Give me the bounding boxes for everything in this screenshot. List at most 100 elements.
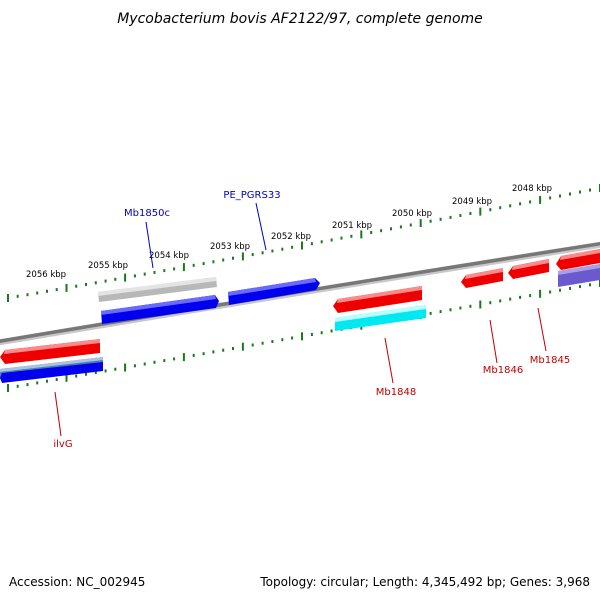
- minor-tick: [429, 311, 432, 315]
- minor-tick: [192, 263, 195, 267]
- minor-tick: [192, 353, 195, 357]
- minor-tick: [569, 192, 571, 196]
- minor-tick: [75, 284, 78, 288]
- minor-tick: [449, 215, 452, 219]
- major-tick: [7, 294, 9, 302]
- minor-tick: [133, 274, 136, 278]
- inner-tick-ring: [7, 279, 600, 392]
- minor-tick: [469, 212, 472, 215]
- minor-tick: [202, 352, 205, 356]
- minor-tick: [519, 202, 522, 206]
- minor-tick: [173, 357, 176, 361]
- major-tick: [124, 363, 127, 372]
- gene-arrow-slate-highlight: [558, 264, 600, 275]
- minor-tick: [310, 333, 313, 336]
- minor-tick: [519, 295, 522, 299]
- minor-tick: [104, 279, 107, 283]
- major-tick: [360, 230, 363, 239]
- minor-tick: [499, 299, 502, 303]
- kbp-label: 2056 kbp: [26, 270, 66, 280]
- leader-mb1848: [384, 337, 394, 384]
- major-tick: [539, 195, 542, 204]
- minor-tick: [439, 310, 442, 314]
- leader-mb1850c: [145, 221, 154, 269]
- major-tick: [241, 342, 244, 351]
- major-tick: [479, 300, 482, 309]
- kbp-label: 2053 kbp: [210, 242, 250, 252]
- minor-tick: [85, 283, 87, 286]
- minor-tick: [222, 258, 225, 262]
- kbp-label: 2048 kbp: [512, 184, 552, 194]
- gene-label-mb1845[interactable]: Mb1845: [530, 355, 570, 366]
- minor-tick: [104, 369, 107, 373]
- minor-tick: [261, 251, 264, 255]
- minor-tick: [163, 269, 166, 273]
- minor-tick: [26, 383, 29, 387]
- minor-tick: [320, 240, 323, 244]
- major-tick: [182, 263, 185, 272]
- minor-tick: [46, 289, 48, 293]
- major-tick: [539, 289, 542, 298]
- minor-tick: [251, 343, 254, 347]
- outer-tick-ring: [7, 184, 600, 302]
- minor-tick: [380, 229, 383, 233]
- major-tick: [182, 353, 185, 362]
- major-tick: [65, 373, 68, 382]
- minor-tick: [16, 384, 19, 388]
- major-tick: [301, 332, 303, 341]
- minor-tick: [94, 281, 97, 285]
- minor-tick: [55, 288, 58, 292]
- gene-arrow-steel-highlight: [0, 357, 103, 372]
- gene-arrow-blue-highlight: [228, 278, 316, 296]
- leader-mb1845: [537, 307, 547, 352]
- minor-tick: [143, 362, 146, 366]
- kbp-label: 2055 kbp: [88, 261, 128, 271]
- gene-arrow-ilvg[interactable]: [0, 362, 103, 383]
- gene-label-mb1850c[interactable]: Mb1850c: [124, 208, 170, 219]
- minor-tick: [16, 294, 19, 298]
- gene-label-pe-pgrs33[interactable]: PE_PGRS33: [223, 190, 280, 201]
- minor-tick: [350, 234, 353, 238]
- major-tick: [65, 283, 68, 292]
- major-tick: [124, 273, 127, 282]
- minor-tick: [589, 283, 591, 287]
- minor-tick: [459, 214, 462, 217]
- map-title: Mycobacterium bovis AF2122/97, complete …: [117, 11, 483, 27]
- minor-tick: [569, 286, 571, 290]
- major-tick: [241, 252, 244, 261]
- gene-label-ilvg[interactable]: ilvG: [53, 439, 72, 450]
- minor-tick: [94, 371, 97, 375]
- minor-tick: [469, 304, 472, 308]
- minor-tick: [26, 293, 29, 297]
- minor-tick: [173, 267, 176, 271]
- minor-tick: [340, 236, 343, 240]
- minor-tick: [212, 350, 215, 354]
- gene-labels: Mb1850c PE_PGRS33 ilvG Mb1848 Mb1846 Mb1…: [53, 190, 570, 450]
- minor-tick: [251, 253, 254, 257]
- gene-label-mb1846[interactable]: Mb1846: [483, 365, 523, 376]
- forward-strand-features: [98, 264, 600, 324]
- kbp-scale: 2056 kbp 2055 kbp 2054 kbp 2053 kbp 2052…: [26, 184, 552, 280]
- minor-tick: [589, 188, 591, 192]
- gene-arrow-red-highlight: [337, 286, 422, 303]
- minor-tick: [75, 374, 78, 378]
- minor-tick: [310, 242, 313, 246]
- minor-tick: [281, 338, 284, 342]
- minor-tick: [46, 379, 48, 383]
- minor-tick: [330, 238, 333, 242]
- minor-tick: [36, 381, 39, 385]
- minor-tick: [529, 200, 532, 204]
- minor-tick: [459, 306, 462, 310]
- kbp-label: 2051 kbp: [332, 221, 372, 231]
- minor-tick: [261, 341, 264, 345]
- minor-tick: [559, 194, 561, 198]
- minor-tick: [222, 348, 225, 352]
- major-tick: [7, 384, 9, 392]
- minor-tick: [399, 225, 402, 229]
- minor-tick: [429, 219, 432, 223]
- gene-label-mb1848[interactable]: Mb1848: [376, 387, 416, 398]
- minor-tick: [320, 331, 323, 335]
- minor-tick: [143, 272, 146, 276]
- gene-arrow-cyan-highlight: [335, 305, 426, 322]
